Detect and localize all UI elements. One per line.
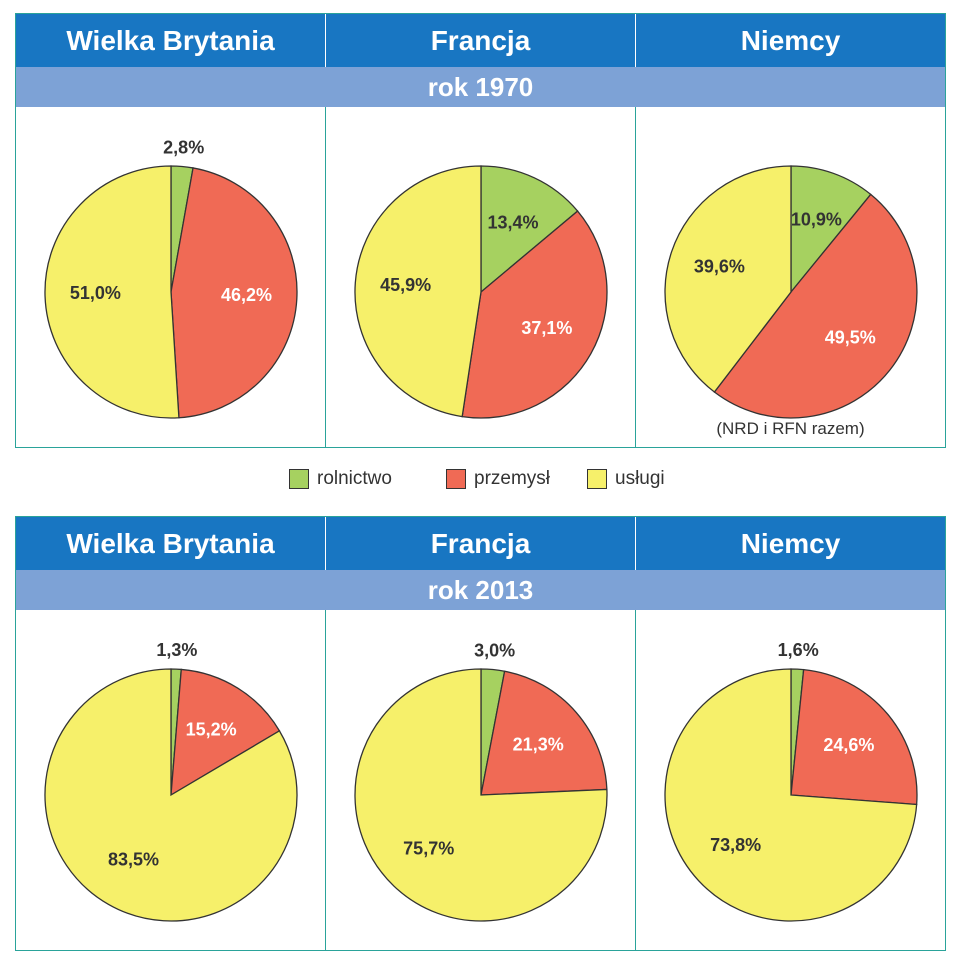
- country-header-germany: Niemcy: [635, 517, 945, 570]
- pie-slice-przemysl: [461, 210, 608, 419]
- pie-slice-rolnictwo: [790, 165, 872, 294]
- pie-slice-uslugi: [664, 668, 918, 922]
- pie-label-rolnictwo: 13,4%: [487, 212, 538, 232]
- pie-label-rolnictwo: 10,9%: [791, 210, 842, 230]
- pie-slice-uslugi: [44, 165, 180, 419]
- country-header-row: Wielka Brytania Francja Niemcy: [16, 517, 945, 570]
- pie-label-uslugi: 75,7%: [403, 838, 454, 858]
- pie-label-przemysl: 21,3%: [513, 734, 564, 754]
- country-header-france: Francja: [325, 517, 635, 570]
- year-label: rok 1970: [16, 67, 945, 107]
- year-label: rok 2013: [16, 570, 945, 610]
- legend-item-rolnictwo: rolnictwo: [289, 468, 392, 490]
- country-header-france: Francja: [325, 14, 635, 67]
- pie-slice-przemysl: [170, 167, 298, 419]
- pie-cell-germany-2013: 1,6% 24,6% 73,8%: [635, 610, 945, 950]
- panel-2013: Wielka Brytania Francja Niemcy rok 2013 …: [15, 516, 946, 951]
- country-header-germany: Niemcy: [635, 14, 945, 67]
- legend-swatch-uslugi: [587, 469, 607, 489]
- pie-cell-france-2013: 3,0% 21,3% 75,7%: [325, 610, 635, 950]
- pie-slice-uslugi: [44, 668, 298, 922]
- legend-item-uslugi: usługi: [587, 468, 665, 490]
- pie-slice-przemysl: [480, 670, 608, 796]
- pie-slice-uslugi: [354, 668, 608, 922]
- pie-cell-uk-2013: 1,3% 15,2% 83,5%: [16, 610, 325, 950]
- pie-chart-uk-2013: 1,3% 15,2% 83,5%: [44, 640, 298, 922]
- pie-chart-germany-2013: 1,6% 24,6% 73,8%: [664, 640, 918, 922]
- legend-swatch-rolnictwo: [289, 469, 309, 489]
- pie-slice-przemysl: [790, 668, 918, 806]
- pie-chart-france-1970: 13,4% 37,1% 45,9%: [354, 165, 608, 419]
- pie-slice-przemysl: [170, 668, 281, 797]
- pie-label-uslugi: 51,0%: [70, 283, 121, 303]
- pie-slice-rolnictwo: [480, 165, 579, 294]
- pie-slice-uslugi: [664, 165, 792, 393]
- pie-label-uslugi: 39,6%: [694, 256, 745, 276]
- pie-label-rolnictwo: 2,8%: [163, 137, 204, 157]
- pie-cell-germany-1970: 10,9% 49,5% 39,6% (NRD i RFN razem): [635, 107, 945, 447]
- pie-chart-uk-1970: 2,8% 46,2% 51,0%: [44, 137, 298, 419]
- pie-label-rolnictwo: 1,3%: [156, 640, 197, 660]
- germany-note: (NRD i RFN razem): [716, 419, 865, 438]
- pie-label-przemysl: 46,2%: [221, 285, 272, 305]
- pie-slice-przemysl: [713, 193, 918, 419]
- pie-label-uslugi: 45,9%: [380, 275, 431, 295]
- pie-chart-france-2013: 3,0% 21,3% 75,7%: [354, 640, 608, 922]
- pie-cell-france-1970: 13,4% 37,1% 45,9%: [325, 107, 635, 447]
- panel-1970: Wielka Brytania Francja Niemcy rok 1970 …: [15, 13, 946, 448]
- pie-chart-germany-1970: 10,9% 49,5% 39,6%: [664, 165, 918, 419]
- legend-item-przemysl: przemysł: [446, 468, 550, 490]
- legend-swatch-przemysl: [446, 469, 466, 489]
- pie-label-przemysl: 24,6%: [823, 735, 874, 755]
- pie-label-uslugi: 83,5%: [108, 849, 159, 869]
- country-header-row: Wielka Brytania Francja Niemcy: [16, 14, 945, 67]
- pie-label-przemysl: 37,1%: [521, 318, 572, 338]
- country-header-uk: Wielka Brytania: [66, 527, 275, 559]
- pie-label-przemysl: 15,2%: [186, 720, 237, 740]
- pie-slice-uslugi: [354, 165, 482, 418]
- legend: rolnictwo przemysł usługi: [0, 468, 960, 496]
- pie-label-przemysl: 49,5%: [825, 328, 876, 348]
- pie-cell-uk-1970: 2,8% 46,2% 51,0%: [16, 107, 325, 447]
- pie-label-uslugi: 73,8%: [710, 835, 761, 855]
- pie-label-rolnictwo: 3,0%: [474, 640, 515, 660]
- legend-label: przemysł: [474, 468, 551, 489]
- legend-label: rolnictwo: [317, 468, 392, 489]
- legend-label: usługi: [615, 468, 665, 489]
- country-header-uk: Wielka Brytania: [66, 24, 275, 56]
- pie-label-rolnictwo: 1,6%: [778, 640, 819, 660]
